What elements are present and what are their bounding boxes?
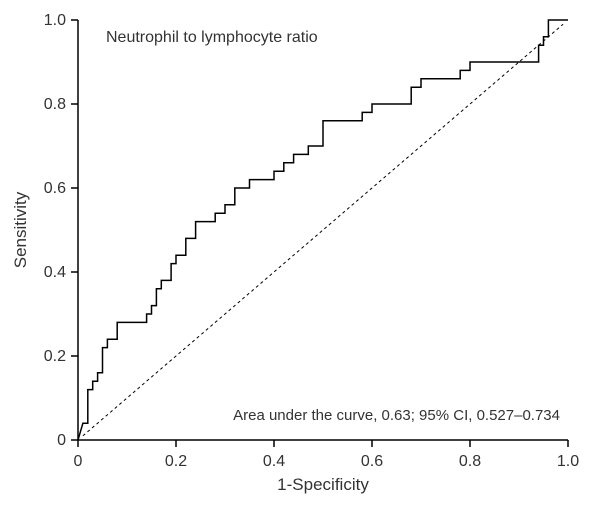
y-tick-label: 1.0	[44, 12, 66, 29]
y-tick-label: 0.4	[44, 264, 66, 281]
y-tick-label: 0	[57, 432, 66, 449]
y-tick-label: 0.6	[44, 180, 66, 197]
x-tick-label: 0.4	[263, 453, 285, 470]
reference-line	[83, 24, 563, 436]
x-tick-label: 0.2	[165, 453, 187, 470]
x-tick-label: 1.0	[557, 453, 579, 470]
y-ticks: 0 0.2 0.4 0.6 0.8 1.0	[44, 12, 78, 449]
chart-svg: 0 0.2 0.4 0.6 0.8 1.0 0 0.2 0.4 0.6 0.8 1.0 Neutro…	[0, 0, 600, 510]
x-tick-label: 0.6	[361, 453, 383, 470]
x-tick-label: 0	[74, 453, 83, 470]
y-tick-label: 0.8	[44, 96, 66, 113]
y-tick-label: 0.2	[44, 348, 66, 365]
x-ticks: 0 0.2 0.4 0.6 0.8 1.0	[74, 440, 580, 470]
x-tick-label: 0.8	[459, 453, 481, 470]
chart-title: Neutrophil to lymphocyte ratio	[106, 29, 318, 46]
y-axis-label: Sensitivity	[11, 191, 30, 268]
x-axis-label: 1-Specificity	[277, 475, 369, 494]
annotation-text: Area under the curve, 0.63; 95% CI, 0.52…	[233, 407, 560, 424]
roc-chart: 0 0.2 0.4 0.6 0.8 1.0 0 0.2 0.4 0.6 0.8 1.0 Neutro…	[0, 0, 600, 510]
